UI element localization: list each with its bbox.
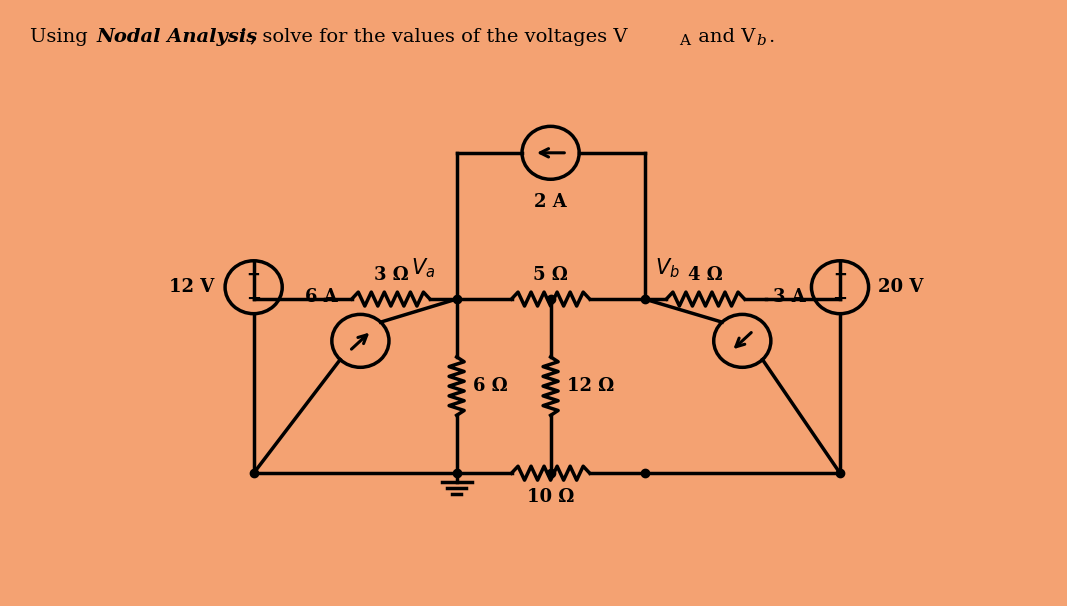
Text: 3 Ω: 3 Ω (373, 266, 409, 284)
Text: +: + (833, 266, 847, 284)
Text: +: + (246, 266, 260, 284)
Text: 2 A: 2 A (535, 193, 567, 211)
Text: 12 Ω: 12 Ω (568, 377, 615, 395)
Text: .: . (768, 28, 775, 46)
Text: Using: Using (30, 28, 94, 46)
Text: −: − (246, 290, 261, 308)
Text: 20 V: 20 V (878, 278, 923, 296)
Text: , solve for the values of the voltages V: , solve for the values of the voltages V (250, 28, 627, 46)
Text: A: A (679, 34, 689, 48)
Text: 5 Ω: 5 Ω (534, 266, 568, 284)
Text: $V_a$: $V_a$ (412, 257, 435, 280)
Text: $V_b$: $V_b$ (655, 257, 680, 280)
Text: 10 Ω: 10 Ω (527, 488, 574, 507)
Text: b: b (757, 34, 766, 48)
Text: 3 A: 3 A (773, 288, 806, 306)
Text: −: − (832, 290, 847, 308)
Text: 6 Ω: 6 Ω (473, 377, 508, 395)
Text: 12 V: 12 V (170, 278, 214, 296)
Text: and V: and V (692, 28, 755, 46)
Text: Nodal Analysis: Nodal Analysis (96, 28, 257, 46)
Text: 4 Ω: 4 Ω (688, 266, 722, 284)
Text: 6 A: 6 A (305, 288, 337, 306)
